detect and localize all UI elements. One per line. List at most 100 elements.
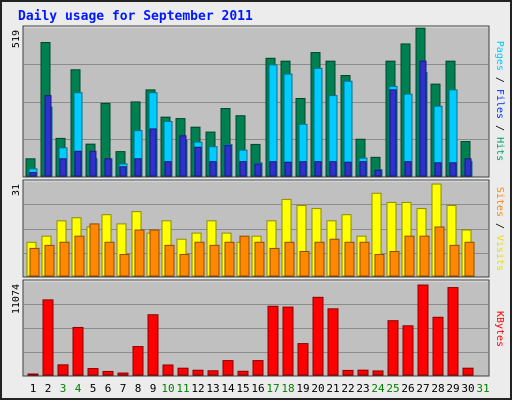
bar-kbytes-kbytes-day-27 bbox=[417, 284, 429, 376]
bar-kbytes-kbytes-day-23 bbox=[357, 369, 369, 376]
bar-hits-pages-day-12 bbox=[194, 146, 202, 177]
bar-hits-pages-day-19 bbox=[299, 161, 307, 177]
bar-kbytes-kbytes-day-26 bbox=[402, 325, 414, 376]
bar-kbytes-kbytes-day-7 bbox=[117, 372, 129, 376]
max-label-visits: 31 bbox=[11, 184, 22, 196]
bar-visits-sites-day-1 bbox=[29, 247, 40, 277]
x-tick-label-day-8: 8 bbox=[135, 382, 142, 395]
bar-kbytes-kbytes-day-19 bbox=[297, 343, 309, 376]
bar-visits-sites-day-5 bbox=[89, 223, 100, 277]
x-tick-label-day-31: 31 bbox=[476, 382, 489, 395]
bar-kbytes-kbytes-day-28 bbox=[432, 316, 444, 376]
bar-visits-sites-day-25 bbox=[389, 250, 400, 277]
x-tick-label-day-9: 9 bbox=[150, 382, 157, 395]
legend-separator: / bbox=[494, 119, 505, 137]
bar-hits-pages-day-10 bbox=[164, 161, 172, 177]
bar-visits-sites-day-13 bbox=[209, 244, 220, 277]
bar-visits-sites-day-8 bbox=[134, 229, 145, 277]
bar-kbytes-kbytes-day-30 bbox=[462, 367, 474, 376]
bar-kbytes-kbytes-day-25 bbox=[387, 320, 399, 376]
bar-visits-sites-day-3 bbox=[59, 241, 70, 277]
x-tick-label-day-13: 13 bbox=[206, 382, 219, 395]
bar-kbytes-kbytes-day-16 bbox=[252, 360, 264, 376]
bar-hits-pages-day-13 bbox=[209, 161, 217, 177]
legend-item-kbytes: KBytes bbox=[494, 311, 505, 347]
bar-hits-pages-day-14 bbox=[224, 145, 232, 177]
bar-visits-sites-day-9 bbox=[149, 229, 160, 277]
bar-hits-pages-day-16 bbox=[254, 163, 262, 177]
bar-kbytes-kbytes-day-6 bbox=[102, 370, 114, 376]
bar-visits-sites-day-18 bbox=[284, 241, 295, 277]
bar-kbytes-kbytes-day-10 bbox=[162, 364, 174, 376]
bar-hits-pages-day-3 bbox=[59, 158, 67, 177]
legend-item-visits: Visits bbox=[494, 235, 505, 271]
x-tick-label-day-23: 23 bbox=[356, 382, 369, 395]
bar-kbytes-kbytes-day-17 bbox=[267, 305, 279, 376]
bar-hits-pages-day-5 bbox=[89, 150, 97, 177]
x-tick-label-day-19: 19 bbox=[296, 382, 309, 395]
bar-kbytes-kbytes-day-8 bbox=[132, 346, 144, 376]
bar-kbytes-kbytes-day-11 bbox=[177, 367, 189, 376]
bar-kbytes-kbytes-day-29 bbox=[447, 287, 459, 376]
bar-hits-pages-day-21 bbox=[329, 161, 337, 177]
bar-visits-sites-day-22 bbox=[344, 241, 355, 277]
bar-hits-pages-day-18 bbox=[284, 161, 292, 177]
bar-visits-sites-day-4 bbox=[74, 235, 85, 277]
bar-visits-sites-day-10 bbox=[164, 244, 175, 277]
bar-hits-pages-day-1 bbox=[29, 172, 37, 177]
bar-hits-files-day-17 bbox=[268, 64, 278, 177]
bar-visits-sites-day-20 bbox=[314, 241, 325, 277]
bar-hits-pages-day-4 bbox=[74, 150, 82, 177]
x-tick-label-day-29: 29 bbox=[446, 382, 459, 395]
x-tick-label-day-10: 10 bbox=[161, 382, 174, 395]
x-tick-label-day-3: 3 bbox=[60, 382, 67, 395]
x-tick-label-day-4: 4 bbox=[75, 382, 82, 395]
legend-item-pages: Pages bbox=[494, 41, 505, 71]
bar-visits-sites-day-17 bbox=[269, 247, 280, 277]
bar-visits-sites-day-28 bbox=[434, 226, 445, 277]
x-tick-label-day-2: 2 bbox=[45, 382, 52, 395]
bar-kbytes-kbytes-day-13 bbox=[207, 370, 219, 376]
bar-kbytes-kbytes-day-20 bbox=[312, 296, 324, 376]
x-tick-label-day-26: 26 bbox=[401, 382, 414, 395]
bar-hits-pages-day-11 bbox=[179, 135, 187, 177]
bar-hits-pages-day-8 bbox=[134, 158, 142, 177]
bar-hits-pages-day-27 bbox=[419, 60, 427, 177]
x-tick-label-day-5: 5 bbox=[90, 382, 97, 395]
legend-hits: Pages / Files / Hits bbox=[494, 41, 505, 161]
bar-visits-sites-day-6 bbox=[104, 241, 115, 277]
x-tick-label-day-18: 18 bbox=[281, 382, 294, 395]
bar-visits-sites-day-30 bbox=[464, 241, 475, 277]
legend-kbytes: KBytes bbox=[494, 311, 505, 347]
bar-hits-pages-day-29 bbox=[449, 162, 457, 177]
bar-kbytes-kbytes-day-5 bbox=[87, 368, 99, 376]
x-tick-label-day-30: 30 bbox=[461, 382, 474, 395]
x-tick-label-day-7: 7 bbox=[120, 382, 127, 395]
x-tick-label-day-12: 12 bbox=[191, 382, 204, 395]
bar-visits-sites-day-29 bbox=[449, 244, 460, 277]
bar-kbytes-kbytes-day-4 bbox=[72, 326, 84, 376]
x-tick-label-day-11: 11 bbox=[176, 382, 189, 395]
bar-hits-files-day-18 bbox=[283, 73, 293, 177]
x-tick-label-day-14: 14 bbox=[221, 382, 235, 395]
x-tick-label-day-24: 24 bbox=[371, 382, 385, 395]
legend-item-hits: Hits bbox=[494, 137, 505, 161]
x-tick-label-day-17: 17 bbox=[266, 382, 279, 395]
bar-hits-files-day-20 bbox=[313, 67, 323, 177]
bar-visits-sites-day-27 bbox=[419, 235, 430, 277]
x-tick-label-day-16: 16 bbox=[251, 382, 264, 395]
bar-visits-sites-day-7 bbox=[119, 254, 130, 277]
bar-visits-sites-day-19 bbox=[299, 250, 310, 277]
x-tick-label-day-20: 20 bbox=[311, 382, 324, 395]
bar-kbytes-kbytes-day-3 bbox=[57, 364, 69, 376]
bar-hits-pages-day-7 bbox=[119, 166, 127, 177]
bar-kbytes-kbytes-day-2 bbox=[42, 299, 54, 376]
bar-visits-sites-day-12 bbox=[194, 241, 205, 277]
bar-visits-sites-day-2 bbox=[44, 244, 55, 277]
x-tick-label-day-28: 28 bbox=[431, 382, 444, 395]
bar-visits-sites-day-16 bbox=[254, 241, 265, 277]
x-tick-label-day-27: 27 bbox=[416, 382, 429, 395]
bar-hits-pages-day-24 bbox=[374, 169, 382, 177]
max-label-kbytes: 11074 bbox=[11, 284, 22, 314]
legend-visits: Sites / Visits bbox=[494, 187, 505, 271]
